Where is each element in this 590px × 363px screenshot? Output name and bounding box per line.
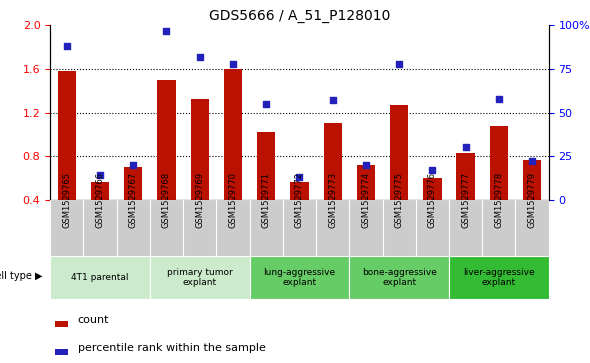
Text: GSM1529770: GSM1529770	[228, 172, 237, 228]
Text: liver-aggressive
explant: liver-aggressive explant	[463, 268, 535, 287]
Point	[295, 174, 304, 180]
Title: GDS5666 / A_51_P128010: GDS5666 / A_51_P128010	[209, 9, 390, 23]
Bar	[349, 256, 449, 299]
Bar	[158, 80, 176, 200]
Text: GSM1529766: GSM1529766	[96, 172, 104, 228]
Bar	[250, 256, 349, 299]
Text: GSM1529773: GSM1529773	[328, 172, 337, 228]
Point	[494, 96, 504, 102]
Text: 4T1 parental: 4T1 parental	[71, 273, 129, 282]
Bar	[91, 182, 109, 200]
Bar	[357, 165, 375, 200]
Text: count: count	[77, 315, 109, 325]
Text: GSM1529771: GSM1529771	[262, 172, 271, 228]
Text: GSM1529778: GSM1529778	[494, 172, 503, 228]
Text: bone-aggressive
explant: bone-aggressive explant	[362, 268, 437, 287]
Point	[96, 172, 105, 178]
Text: GSM1529774: GSM1529774	[362, 172, 371, 228]
Text: cell type ▶: cell type ▶	[0, 270, 42, 281]
Bar	[191, 99, 209, 200]
Point	[361, 162, 371, 168]
Point	[328, 97, 337, 103]
Point	[428, 167, 437, 173]
Bar	[449, 256, 549, 299]
Bar	[257, 132, 276, 200]
Bar	[124, 167, 142, 200]
Text: GSM1529776: GSM1529776	[428, 172, 437, 228]
Bar	[50, 256, 150, 299]
Bar	[55, 349, 68, 355]
Point	[228, 61, 238, 67]
Text: GSM1529769: GSM1529769	[195, 172, 204, 228]
Bar	[390, 105, 408, 200]
Bar	[490, 126, 508, 200]
Text: GSM1529777: GSM1529777	[461, 172, 470, 228]
Bar	[224, 69, 242, 200]
Bar	[523, 160, 541, 200]
Bar	[290, 182, 309, 200]
Point	[129, 162, 138, 168]
Point	[527, 158, 537, 164]
Bar	[423, 178, 441, 200]
Bar	[58, 71, 76, 200]
Point	[261, 101, 271, 107]
Text: GSM1529779: GSM1529779	[527, 172, 536, 228]
Text: GSM1529772: GSM1529772	[295, 172, 304, 228]
Point	[62, 44, 71, 49]
Text: GSM1529768: GSM1529768	[162, 172, 171, 228]
Text: percentile rank within the sample: percentile rank within the sample	[77, 343, 266, 354]
Text: GSM1529775: GSM1529775	[395, 172, 404, 228]
Bar	[457, 153, 475, 200]
Text: lung-aggressive
explant: lung-aggressive explant	[263, 268, 336, 287]
Point	[162, 28, 171, 33]
Text: GSM1529767: GSM1529767	[129, 172, 137, 228]
Bar	[55, 321, 68, 327]
Text: GSM1529765: GSM1529765	[63, 172, 71, 228]
Point	[195, 54, 205, 60]
Point	[395, 61, 404, 67]
Bar	[150, 256, 250, 299]
Text: primary tumor
explant: primary tumor explant	[167, 268, 232, 287]
Point	[461, 144, 470, 150]
Bar	[323, 123, 342, 200]
